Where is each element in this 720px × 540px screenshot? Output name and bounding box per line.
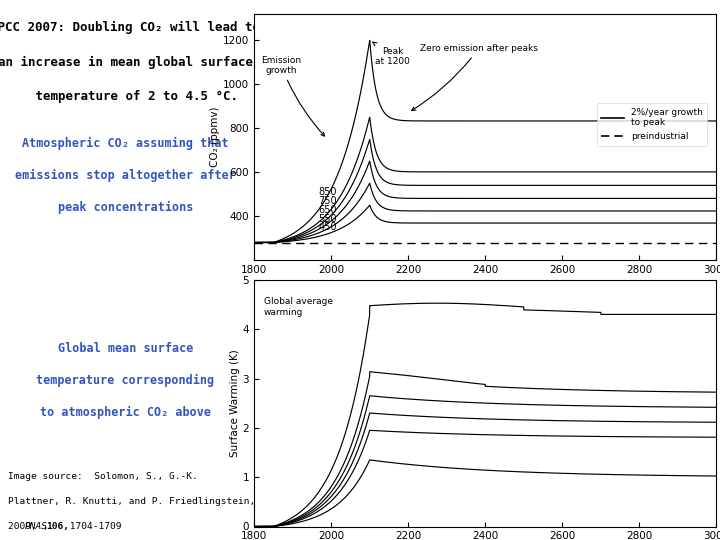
Text: temperature of 2 to 4.5 °C.: temperature of 2 to 4.5 °C. [13,90,238,103]
Text: to atmospheric CO₂ above: to atmospheric CO₂ above [40,406,211,419]
Text: Image source:  Solomon, S., G.-K.: Image source: Solomon, S., G.-K. [9,472,198,481]
Text: Emission
growth: Emission growth [261,56,325,136]
Text: Zero emission after peaks: Zero emission after peaks [412,44,538,111]
Text: 650: 650 [318,205,337,215]
Text: temperature corresponding: temperature corresponding [36,374,215,387]
Text: 2009,: 2009, [9,522,43,531]
Text: Global average
warming: Global average warming [264,297,333,316]
Text: 1704-1709: 1704-1709 [65,522,122,531]
Text: Atmospheric CO₂ assuming that: Atmospheric CO₂ assuming that [22,137,229,150]
Text: ,: , [42,522,54,531]
Text: Global mean surface: Global mean surface [58,341,193,355]
Text: 106,: 106, [46,522,69,531]
Legend: 2%/year growth
to peak, preindustrial: 2%/year growth to peak, preindustrial [597,103,707,146]
Y-axis label: Surface Warming (K): Surface Warming (K) [230,349,240,457]
Text: peak concentrations: peak concentrations [58,201,193,214]
Y-axis label: CO₂ (ppmv): CO₂ (ppmv) [210,106,220,167]
Text: PNAS: PNAS [24,522,48,531]
Text: emissions stop altogether after: emissions stop altogether after [15,169,235,182]
Text: 550: 550 [318,214,337,224]
Text: 750: 750 [318,196,337,206]
Text: Plattner, R. Knutti, and P. Friedlingstein,: Plattner, R. Knutti, and P. Friedlingste… [9,497,256,506]
Text: IPCC 2007: Doubling CO₂ will lead to: IPCC 2007: Doubling CO₂ will lead to [0,21,261,34]
Text: Peak
at 1200: Peak at 1200 [373,42,410,66]
Text: 450: 450 [318,222,337,232]
Text: an increase in mean global surface: an increase in mean global surface [0,56,253,69]
Text: 850: 850 [318,187,337,197]
